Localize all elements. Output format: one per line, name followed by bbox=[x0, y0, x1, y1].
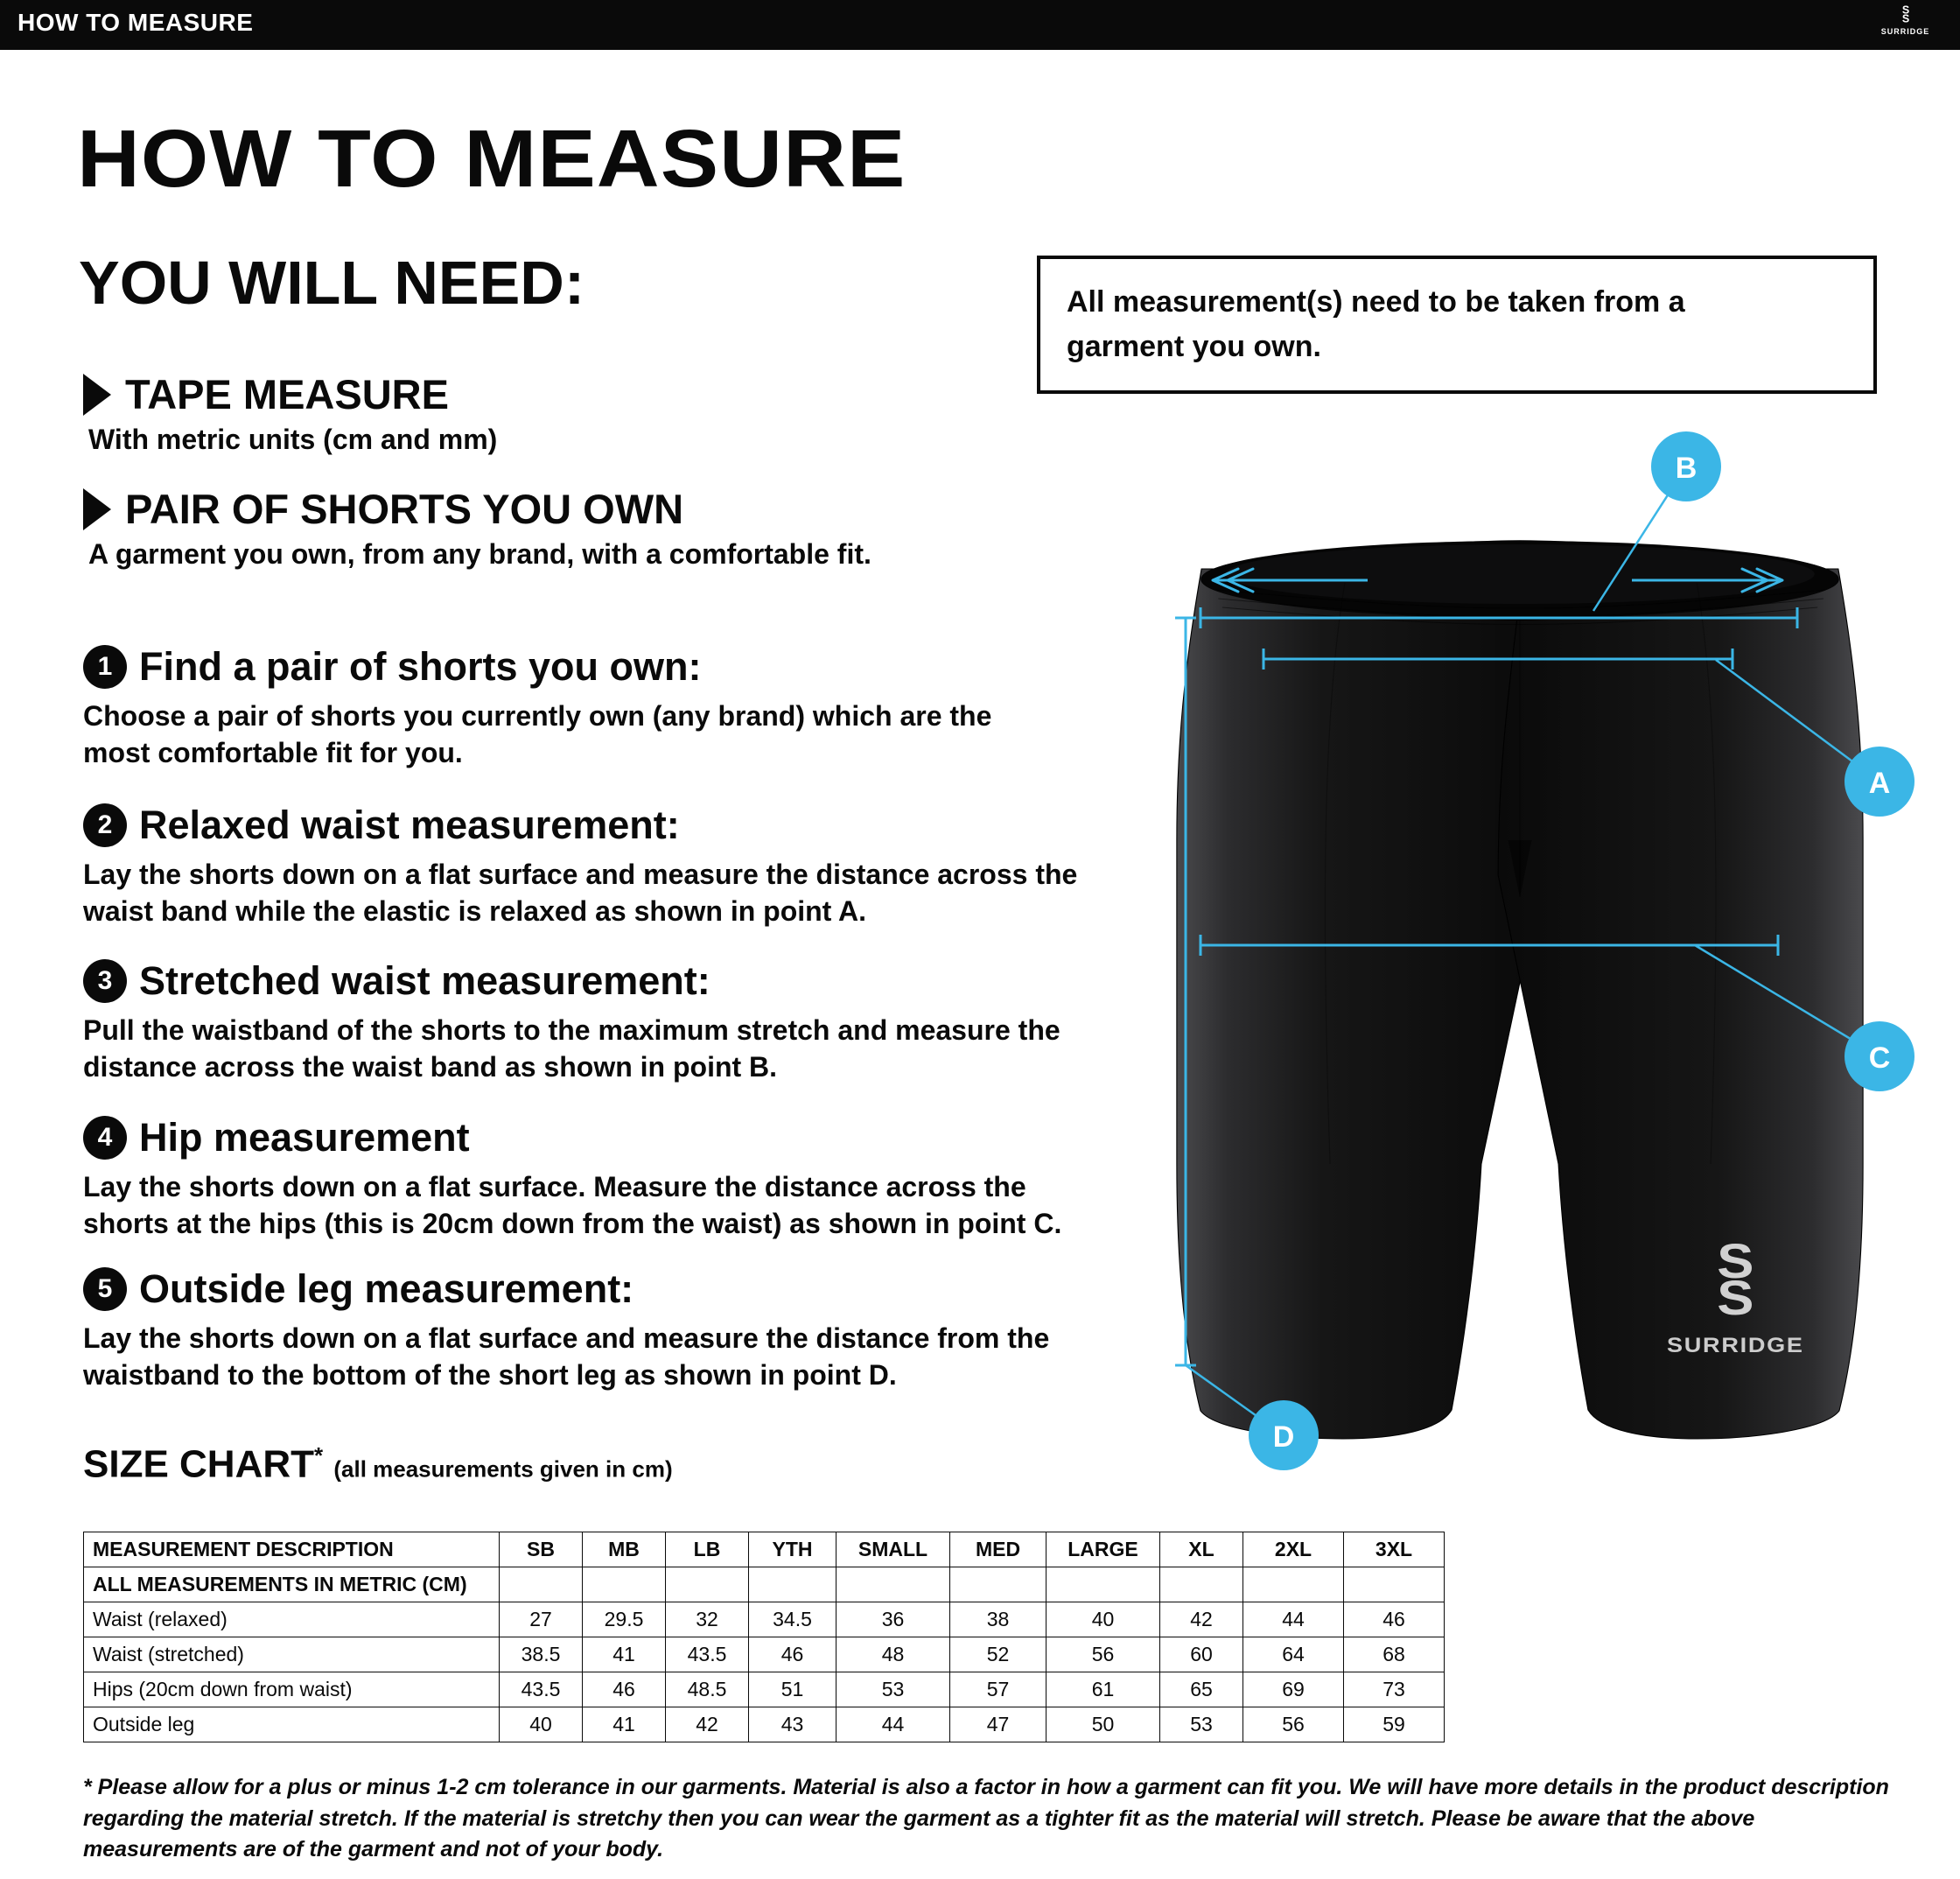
svg-text:A: A bbox=[1869, 767, 1891, 800]
svg-text:B: B bbox=[1676, 452, 1698, 485]
svg-text:SURRIDGE: SURRIDGE bbox=[1667, 1334, 1804, 1357]
svg-text:D: D bbox=[1273, 1420, 1295, 1454]
svg-text:S: S bbox=[1717, 1270, 1754, 1325]
svg-text:C: C bbox=[1869, 1041, 1891, 1075]
